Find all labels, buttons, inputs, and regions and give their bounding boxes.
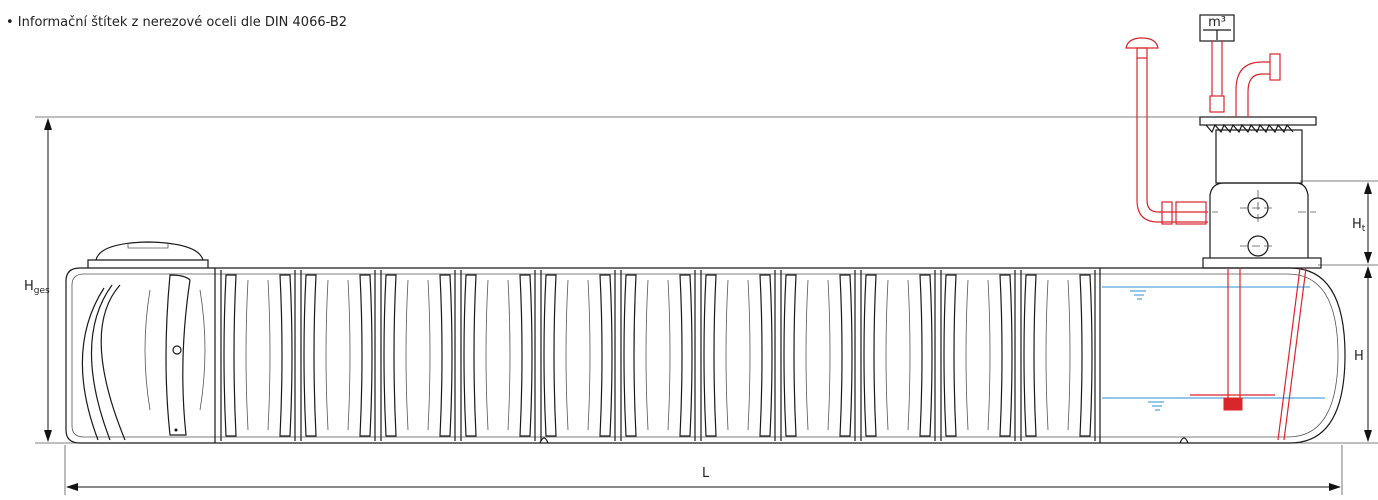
rib-line [325, 279, 351, 431]
rib-line [485, 279, 511, 431]
ribs [220, 270, 1096, 441]
rib-line [405, 279, 431, 431]
rib [703, 274, 717, 437]
rib [543, 274, 557, 437]
rib [919, 274, 933, 437]
tank [65, 241, 1346, 444]
rib [383, 274, 397, 437]
dimension-arrows [44, 118, 1372, 491]
turret [1190, 116, 1322, 441]
rib [1023, 274, 1037, 437]
rib [623, 274, 637, 437]
rib [783, 274, 797, 437]
segment [1020, 270, 1096, 441]
dim-hges: Hges [24, 279, 50, 296]
segment [700, 270, 776, 441]
dim-ht: Ht [1352, 217, 1366, 234]
rib [439, 274, 453, 437]
segment [220, 270, 296, 441]
segment [460, 270, 536, 441]
dim-l: L [702, 466, 710, 481]
rib [223, 274, 237, 437]
rib-line [565, 279, 591, 431]
rib-line [645, 279, 671, 431]
rib [519, 274, 533, 437]
dim-sub: t [1362, 224, 1366, 234]
rib [463, 274, 477, 437]
extension-lines [35, 116, 1378, 495]
rib [863, 274, 877, 437]
rib-line [965, 279, 991, 431]
note: • Informační štítek z nerezové oceli dle… [6, 15, 347, 30]
segment [540, 270, 616, 441]
dim-sub: ges [34, 286, 50, 296]
rib-line [245, 279, 271, 431]
segment [620, 270, 696, 441]
rib [943, 274, 957, 437]
rib-line [805, 279, 831, 431]
rib [1079, 274, 1093, 437]
pipes: m³ [1125, 14, 1281, 225]
rib [303, 274, 317, 437]
meter-label: m³ [1208, 15, 1226, 30]
dim-main: H [24, 279, 34, 294]
segment [940, 270, 1016, 441]
rib [599, 274, 613, 437]
segment [380, 270, 456, 441]
rib [839, 274, 853, 437]
rib [279, 274, 293, 437]
dim-h: H [1354, 349, 1364, 364]
dim-main: H [1352, 217, 1362, 232]
rib-line [885, 279, 911, 431]
rib [759, 274, 773, 437]
rib [679, 274, 693, 437]
segment [780, 270, 856, 441]
segment [860, 270, 936, 441]
rib [359, 274, 373, 437]
rib-line [725, 279, 751, 431]
rib [999, 274, 1013, 437]
rib-line [1045, 279, 1071, 431]
segment [300, 270, 376, 441]
